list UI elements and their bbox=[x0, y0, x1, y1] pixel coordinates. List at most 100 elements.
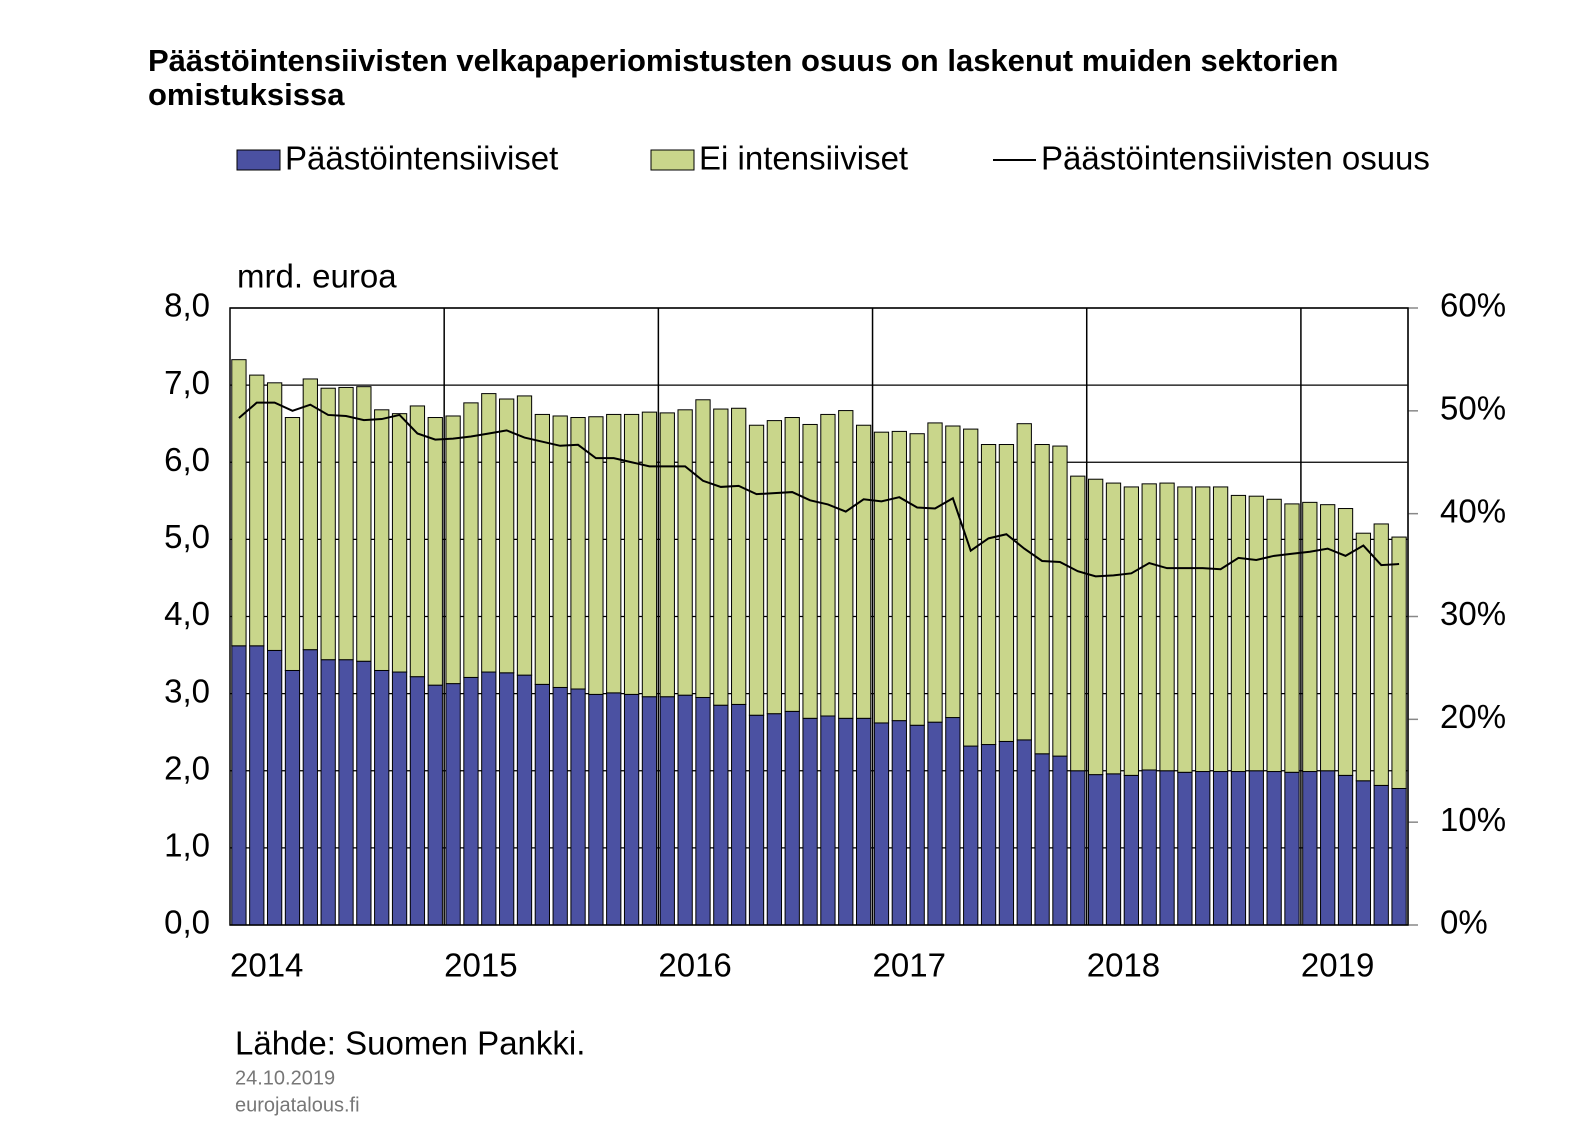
bar-segment bbox=[766, 713, 783, 926]
y2-tick-label: 60% bbox=[1440, 287, 1506, 324]
bar-segment bbox=[606, 692, 622, 926]
source: Lähde: Suomen Pankki. bbox=[235, 1025, 585, 1062]
bar-segment bbox=[713, 704, 729, 926]
bar-segment bbox=[1105, 773, 1122, 926]
y-tick-label: 1,0 bbox=[164, 827, 210, 864]
bar-segment bbox=[1337, 508, 1354, 776]
legend-label: Päästöintensiiviset bbox=[285, 140, 558, 177]
y2-tick-label: 50% bbox=[1440, 390, 1506, 427]
bar-segment bbox=[1141, 769, 1157, 926]
bar-segment bbox=[1195, 771, 1211, 926]
bar-segment bbox=[356, 386, 372, 662]
bar-segment bbox=[356, 660, 372, 926]
bar-segment bbox=[873, 722, 890, 926]
bar-segment bbox=[1052, 755, 1068, 926]
bar-segment bbox=[427, 417, 443, 686]
bar-segment bbox=[481, 393, 497, 673]
bar-segment bbox=[1355, 780, 1372, 926]
bar-segment bbox=[891, 430, 907, 722]
bar-segment bbox=[516, 395, 533, 676]
bar-segment bbox=[338, 659, 354, 926]
bar-segment bbox=[534, 413, 550, 685]
bar-segment bbox=[1195, 486, 1211, 773]
y-tick-label: 5,0 bbox=[164, 518, 210, 555]
bar-segment bbox=[838, 410, 854, 719]
bar-segment bbox=[909, 433, 925, 726]
y2-tick-label: 20% bbox=[1440, 698, 1506, 735]
bar-segment bbox=[374, 409, 390, 671]
bar-segment bbox=[1212, 486, 1229, 773]
bar-segment bbox=[1284, 771, 1300, 926]
bar-segment bbox=[909, 724, 925, 926]
bar-segment bbox=[963, 745, 979, 926]
bar-segment bbox=[873, 431, 890, 724]
bar-segment bbox=[1337, 774, 1354, 926]
bar-segment bbox=[1070, 475, 1086, 772]
bar-segment bbox=[784, 710, 800, 926]
bar-segment bbox=[534, 683, 550, 926]
bar-segment bbox=[570, 417, 586, 690]
bar-segment bbox=[606, 413, 622, 694]
bar-segment bbox=[1391, 787, 1407, 926]
bar-segment bbox=[1230, 771, 1247, 926]
bar-segment bbox=[1052, 445, 1068, 757]
x-tick-label: 2014 bbox=[230, 947, 303, 984]
y2-tick-label: 30% bbox=[1440, 595, 1506, 632]
legend-swatch bbox=[650, 149, 695, 171]
y-axis-label: mrd. euroa bbox=[237, 258, 397, 295]
bar-segment bbox=[374, 669, 390, 926]
bar-segment bbox=[588, 693, 604, 926]
bar-segment bbox=[338, 386, 354, 661]
bar-segment bbox=[1266, 771, 1282, 926]
bar-segment bbox=[731, 703, 747, 926]
y-tick-label: 7,0 bbox=[164, 364, 210, 401]
bar-segment bbox=[231, 359, 247, 647]
bar-segment bbox=[1284, 503, 1300, 773]
bar-segment bbox=[695, 399, 711, 698]
bar-segment bbox=[659, 696, 675, 926]
bar-segment bbox=[481, 671, 497, 926]
bar-segment bbox=[1088, 478, 1104, 776]
bar-segment bbox=[820, 413, 836, 717]
bar-segment bbox=[1016, 739, 1032, 926]
bar-segment bbox=[409, 405, 426, 678]
bar-segment bbox=[1266, 498, 1282, 773]
bar-segment bbox=[302, 378, 318, 651]
bar-segment bbox=[427, 684, 443, 926]
y-tick-label: 0,0 bbox=[164, 904, 210, 941]
bar-segment bbox=[1248, 495, 1264, 772]
x-tick-label: 2019 bbox=[1301, 947, 1374, 984]
bar-segment bbox=[249, 645, 265, 926]
bar-segment bbox=[284, 669, 301, 926]
bar-segment bbox=[998, 740, 1015, 926]
y-tick-label: 4,0 bbox=[164, 595, 210, 632]
bar-segment bbox=[570, 688, 586, 926]
bar-segment bbox=[1105, 482, 1122, 775]
plot-frame bbox=[229, 307, 1409, 926]
bar-segment bbox=[998, 444, 1015, 742]
bar-segment bbox=[1070, 770, 1086, 926]
y2-tick-label: 40% bbox=[1440, 492, 1506, 529]
bar-segment bbox=[1248, 770, 1264, 926]
bar-segment bbox=[1159, 482, 1175, 772]
bar-segment bbox=[1391, 536, 1407, 789]
bar-segment bbox=[1177, 486, 1193, 773]
bar-segment bbox=[945, 425, 961, 719]
bar-segment bbox=[266, 649, 283, 926]
bar-segment bbox=[927, 721, 943, 926]
bar-segment bbox=[1123, 486, 1139, 776]
x-tick-label: 2018 bbox=[1087, 947, 1160, 984]
bar-segment bbox=[766, 420, 783, 715]
legend-swatch bbox=[236, 149, 281, 171]
bar-segment bbox=[731, 407, 747, 705]
bar-segment bbox=[588, 416, 604, 695]
bar-segment bbox=[499, 398, 515, 674]
bar-segment bbox=[1320, 504, 1336, 772]
bar-segment bbox=[980, 744, 997, 926]
bar-segment bbox=[1302, 501, 1318, 773]
bar-segment bbox=[891, 720, 907, 926]
bar-segment bbox=[1212, 771, 1229, 926]
date: 24.10.2019 bbox=[235, 1067, 335, 1089]
bar-segment bbox=[231, 645, 247, 926]
